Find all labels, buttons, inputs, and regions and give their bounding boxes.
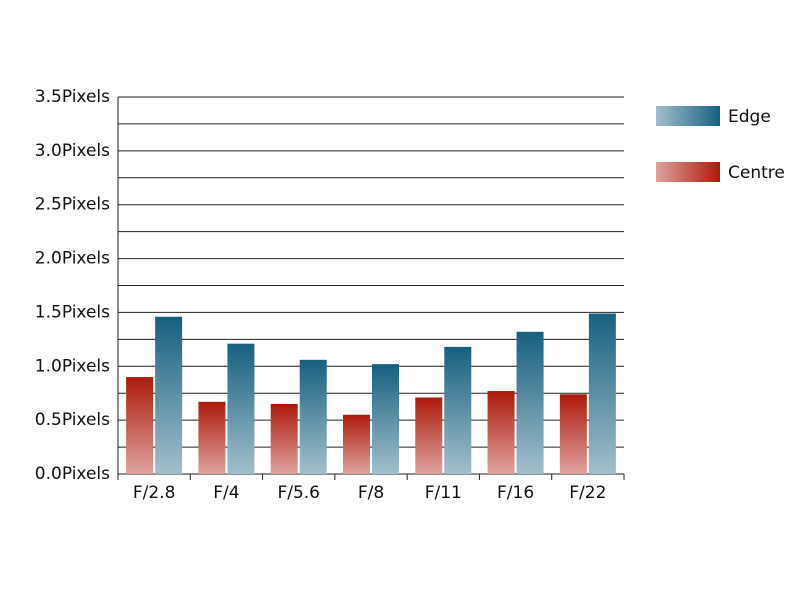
bar (198, 401, 226, 474)
x-tick-label: F/5.6 (277, 483, 320, 503)
bar (516, 331, 544, 474)
bar (559, 394, 587, 474)
legend-label: Centre (728, 163, 785, 183)
x-tick-label: F/4 (213, 483, 239, 503)
bar (444, 346, 472, 474)
bar (415, 397, 443, 474)
x-tick-label: F/8 (358, 483, 384, 503)
y-tick-label: 3.0Pixels (35, 141, 110, 161)
y-tick-label: 3.5Pixels (35, 87, 110, 107)
bar (126, 377, 154, 474)
bar (487, 391, 515, 474)
x-tick-label: F/11 (425, 483, 462, 503)
legend-swatch (656, 106, 720, 126)
bar (372, 364, 399, 474)
x-tick-label: F/22 (569, 483, 606, 503)
x-tick-label: F/16 (497, 483, 534, 503)
legend-swatch (656, 162, 720, 182)
bar (299, 359, 327, 474)
x-tick-label: F/2.8 (133, 483, 176, 503)
bar (588, 313, 616, 474)
bar (227, 343, 255, 474)
bar (270, 403, 298, 474)
y-tick-label: 1.5Pixels (35, 302, 110, 322)
y-tick-label: 1.0Pixels (35, 356, 110, 376)
y-tick-label: 0.5Pixels (35, 410, 110, 430)
y-tick-label: 0.0Pixels (35, 464, 110, 484)
y-tick-label: 2.5Pixels (35, 195, 110, 215)
bar (343, 414, 370, 474)
legend-label: Edge (728, 107, 771, 127)
bar (155, 316, 183, 474)
y-tick-label: 2.0Pixels (35, 249, 110, 269)
